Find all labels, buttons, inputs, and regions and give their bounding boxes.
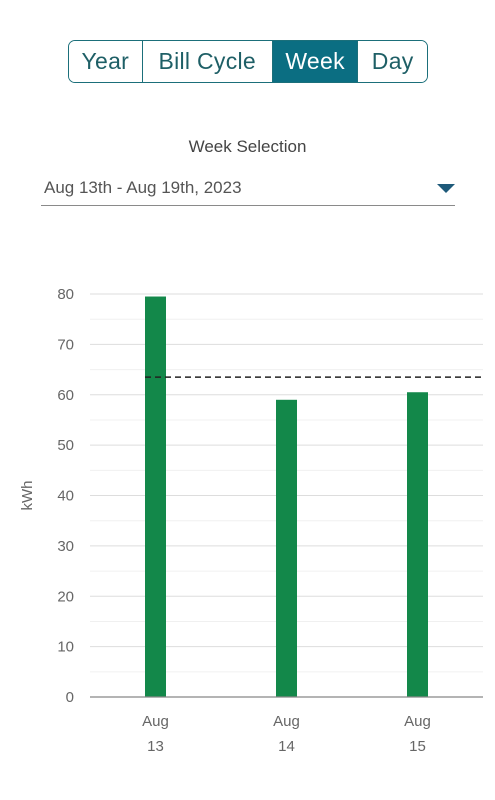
y-tick-label: 20 xyxy=(57,588,74,605)
y-tick-label: 0 xyxy=(66,689,74,706)
week-selection-label: Week Selection xyxy=(188,137,307,156)
bar xyxy=(407,392,428,697)
x-tick-label-month: Aug xyxy=(142,713,169,730)
x-tick-label-day: 15 xyxy=(409,738,426,755)
x-tick-label-month: Aug xyxy=(404,713,431,730)
y-tick-label: 40 xyxy=(57,488,74,505)
tab-bill-cycle[interactable]: Bill Cycle xyxy=(142,41,273,82)
week-select-dropdown[interactable]: Aug 13th - Aug 19th, 2023 xyxy=(41,170,455,206)
tab-week[interactable]: Week xyxy=(272,41,359,82)
y-tick-label: 30 xyxy=(57,538,74,555)
x-tick-label-day: 13 xyxy=(147,738,164,755)
y-tick-label: 70 xyxy=(57,336,74,353)
usage-bar-chart: 0 10 20 30 40 50 60 70 80 kWh Aug 13 Aug 14 Aug 15 xyxy=(19,286,483,755)
x-tick-label-month: Aug xyxy=(273,713,300,730)
tab-day[interactable]: Day xyxy=(358,41,427,82)
bar xyxy=(276,399,297,697)
tab-year[interactable]: Year xyxy=(69,41,143,82)
y-tick-label: 50 xyxy=(57,437,74,454)
y-tick-label: 80 xyxy=(57,286,74,303)
y-axis-label: kWh xyxy=(19,481,36,511)
y-tick-label: 60 xyxy=(57,387,74,404)
week-select-value: Aug 13th - Aug 19th, 2023 xyxy=(44,178,242,197)
caret-down-icon[interactable] xyxy=(437,184,455,193)
y-tick-label: 10 xyxy=(57,639,74,656)
x-tick-label-day: 14 xyxy=(278,738,295,755)
bar xyxy=(145,296,166,697)
time-range-tabs: Year Bill Cycle Week Day xyxy=(68,40,428,83)
